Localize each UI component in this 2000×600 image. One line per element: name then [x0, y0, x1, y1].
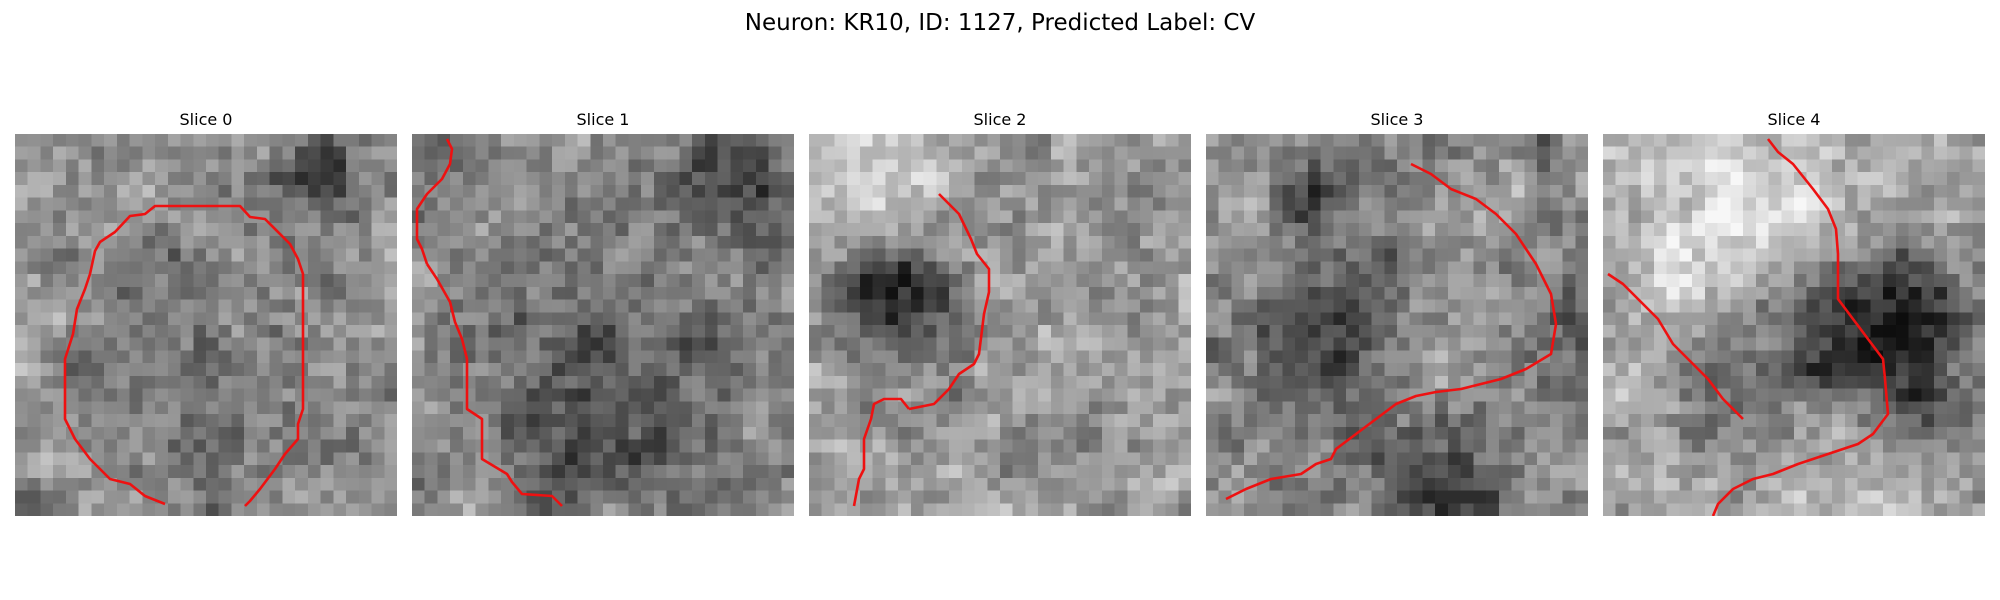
figure-title: Neuron: KR10, ID: 1127, Predicted Label:…: [744, 10, 1256, 36]
contour-line: [425, 263, 563, 507]
slice-title-3: Slice 3: [1370, 110, 1424, 129]
slice-panel-3: Slice 3: [1206, 110, 1588, 516]
slice-panel-2: Slice 2: [809, 110, 1191, 516]
contour-line: [1607, 272, 1744, 420]
slice-grayscale-1: [412, 134, 794, 516]
contour-line: [415, 138, 454, 265]
contour-line: [852, 397, 911, 507]
slice-panel-0: Slice 0: [15, 110, 397, 516]
contour-line: [908, 193, 991, 411]
contour-line: [1225, 162, 1558, 501]
slice-contour-2: [852, 193, 991, 507]
slice-grayscale-0: [15, 134, 397, 516]
contour-line: [173, 204, 305, 507]
slice-contour-1: [415, 138, 563, 507]
contour-line: [1711, 138, 1890, 516]
slice-image-4: [1603, 134, 1985, 516]
slice-grayscale-3: [1206, 134, 1588, 516]
slice-contour-3: [1225, 162, 1558, 501]
slice-title-4: Slice 4: [1767, 110, 1821, 129]
slice-title-0: Slice 0: [179, 110, 233, 129]
slice-title-2: Slice 2: [973, 110, 1027, 129]
slice-image-2: [809, 134, 1191, 516]
contour-line: [63, 204, 173, 506]
slice-panel-4: Slice 4: [1603, 110, 1985, 516]
slice-title-1: Slice 1: [576, 110, 630, 129]
slice-panel-1: Slice 1: [412, 110, 794, 516]
slice-grayscale-4: [1603, 134, 1985, 516]
slice-image-3: [1206, 134, 1588, 516]
slice-contour-0: [63, 204, 305, 507]
slice-grayscale-2: [809, 134, 1191, 516]
slice-image-0: [15, 134, 397, 516]
slice-contour-4: [1607, 138, 1890, 516]
slice-image-1: [412, 134, 794, 516]
